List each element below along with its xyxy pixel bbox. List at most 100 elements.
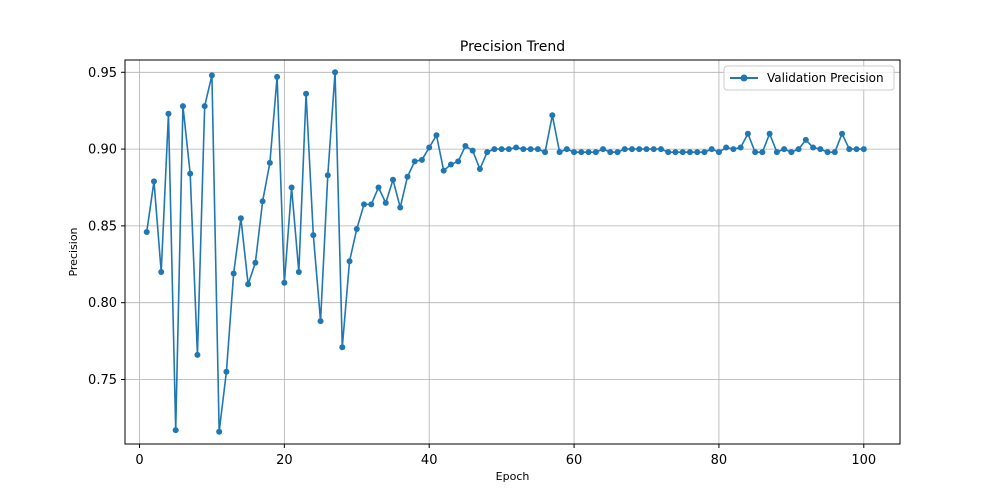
legend-label: Validation Precision bbox=[767, 71, 884, 85]
data-point bbox=[368, 201, 375, 208]
data-point bbox=[723, 144, 730, 151]
data-point bbox=[672, 149, 679, 156]
data-point bbox=[817, 146, 824, 153]
data-point bbox=[433, 132, 440, 139]
data-point bbox=[563, 146, 570, 153]
data-point bbox=[578, 149, 585, 156]
y-tick-label: 0.80 bbox=[88, 296, 117, 311]
data-point bbox=[245, 281, 252, 288]
data-point bbox=[353, 225, 360, 232]
data-point bbox=[759, 149, 766, 156]
data-point bbox=[498, 146, 505, 153]
data-point bbox=[143, 229, 150, 236]
data-point bbox=[694, 149, 701, 156]
data-point bbox=[462, 143, 469, 150]
data-point bbox=[592, 149, 599, 156]
data-point bbox=[839, 130, 846, 137]
data-point bbox=[505, 146, 512, 153]
data-point bbox=[657, 146, 664, 153]
data-point bbox=[274, 73, 281, 80]
data-point bbox=[411, 158, 418, 165]
data-point bbox=[556, 149, 563, 156]
data-point bbox=[440, 167, 447, 174]
data-point bbox=[201, 103, 208, 110]
x-axis-label: Epoch bbox=[496, 470, 530, 483]
data-point bbox=[614, 149, 621, 156]
series-line bbox=[145, 71, 864, 433]
data-point bbox=[766, 130, 773, 137]
y-tick-label: 0.85 bbox=[88, 219, 117, 234]
x-tick-label: 60 bbox=[566, 453, 583, 468]
data-point bbox=[418, 156, 425, 163]
data-point bbox=[361, 201, 368, 208]
data-point bbox=[158, 268, 165, 275]
legend-box bbox=[723, 65, 895, 91]
data-point bbox=[737, 144, 744, 151]
data-point bbox=[295, 268, 302, 275]
data-point bbox=[715, 149, 722, 156]
y-axis-ticks: 0.75 0.80 0.85 0.90 0.95 bbox=[88, 66, 125, 388]
data-point bbox=[484, 149, 491, 156]
data-point bbox=[216, 428, 223, 435]
data-point bbox=[237, 215, 244, 222]
data-point bbox=[513, 144, 520, 151]
data-point bbox=[223, 368, 230, 375]
data-point bbox=[542, 149, 549, 156]
x-tick-label: 40 bbox=[421, 453, 438, 468]
data-point bbox=[860, 146, 867, 153]
data-point bbox=[846, 146, 853, 153]
data-point bbox=[165, 110, 172, 117]
chart-title: Precision Trend bbox=[460, 39, 565, 55]
legend-marker bbox=[740, 74, 748, 82]
data-point bbox=[259, 198, 266, 205]
data-point bbox=[397, 204, 404, 211]
data-point bbox=[629, 146, 636, 153]
data-point bbox=[621, 146, 628, 153]
data-point bbox=[686, 149, 693, 156]
legend: Validation Precision bbox=[723, 65, 895, 91]
data-point bbox=[730, 146, 737, 153]
data-point bbox=[679, 149, 686, 156]
x-tick-label: 100 bbox=[851, 453, 876, 468]
data-point bbox=[382, 199, 389, 206]
data-point bbox=[426, 144, 433, 151]
data-point bbox=[187, 170, 194, 177]
data-point bbox=[824, 149, 831, 156]
data-point bbox=[404, 173, 411, 180]
data-point bbox=[303, 90, 310, 97]
data-point bbox=[831, 149, 838, 156]
data-point bbox=[172, 427, 179, 434]
data-point bbox=[179, 103, 186, 110]
data-point bbox=[701, 149, 708, 156]
data-point bbox=[744, 130, 751, 137]
data-point bbox=[571, 149, 578, 156]
x-axis-ticks: 0 20 40 60 80 100 bbox=[135, 444, 876, 468]
data-point bbox=[795, 146, 802, 153]
y-tick-label: 0.90 bbox=[88, 143, 117, 158]
data-point bbox=[600, 146, 607, 153]
y-tick-label: 0.75 bbox=[88, 373, 117, 388]
data-point bbox=[346, 258, 353, 265]
data-point bbox=[527, 146, 534, 153]
series-layer bbox=[143, 69, 867, 435]
data-point bbox=[150, 178, 157, 185]
data-point bbox=[650, 146, 657, 153]
data-point bbox=[607, 149, 614, 156]
data-point bbox=[491, 146, 498, 153]
data-point bbox=[317, 318, 324, 325]
data-point bbox=[230, 270, 237, 277]
data-point bbox=[194, 351, 201, 358]
data-point bbox=[752, 149, 759, 156]
x-tick-label: 80 bbox=[711, 453, 728, 468]
data-point bbox=[252, 259, 259, 266]
data-point bbox=[708, 146, 715, 153]
data-point bbox=[520, 146, 527, 153]
data-point bbox=[549, 112, 556, 119]
data-point bbox=[208, 72, 215, 79]
data-point bbox=[773, 149, 780, 156]
data-point bbox=[310, 232, 317, 239]
plot-frame bbox=[124, 59, 901, 445]
data-point bbox=[534, 146, 541, 153]
